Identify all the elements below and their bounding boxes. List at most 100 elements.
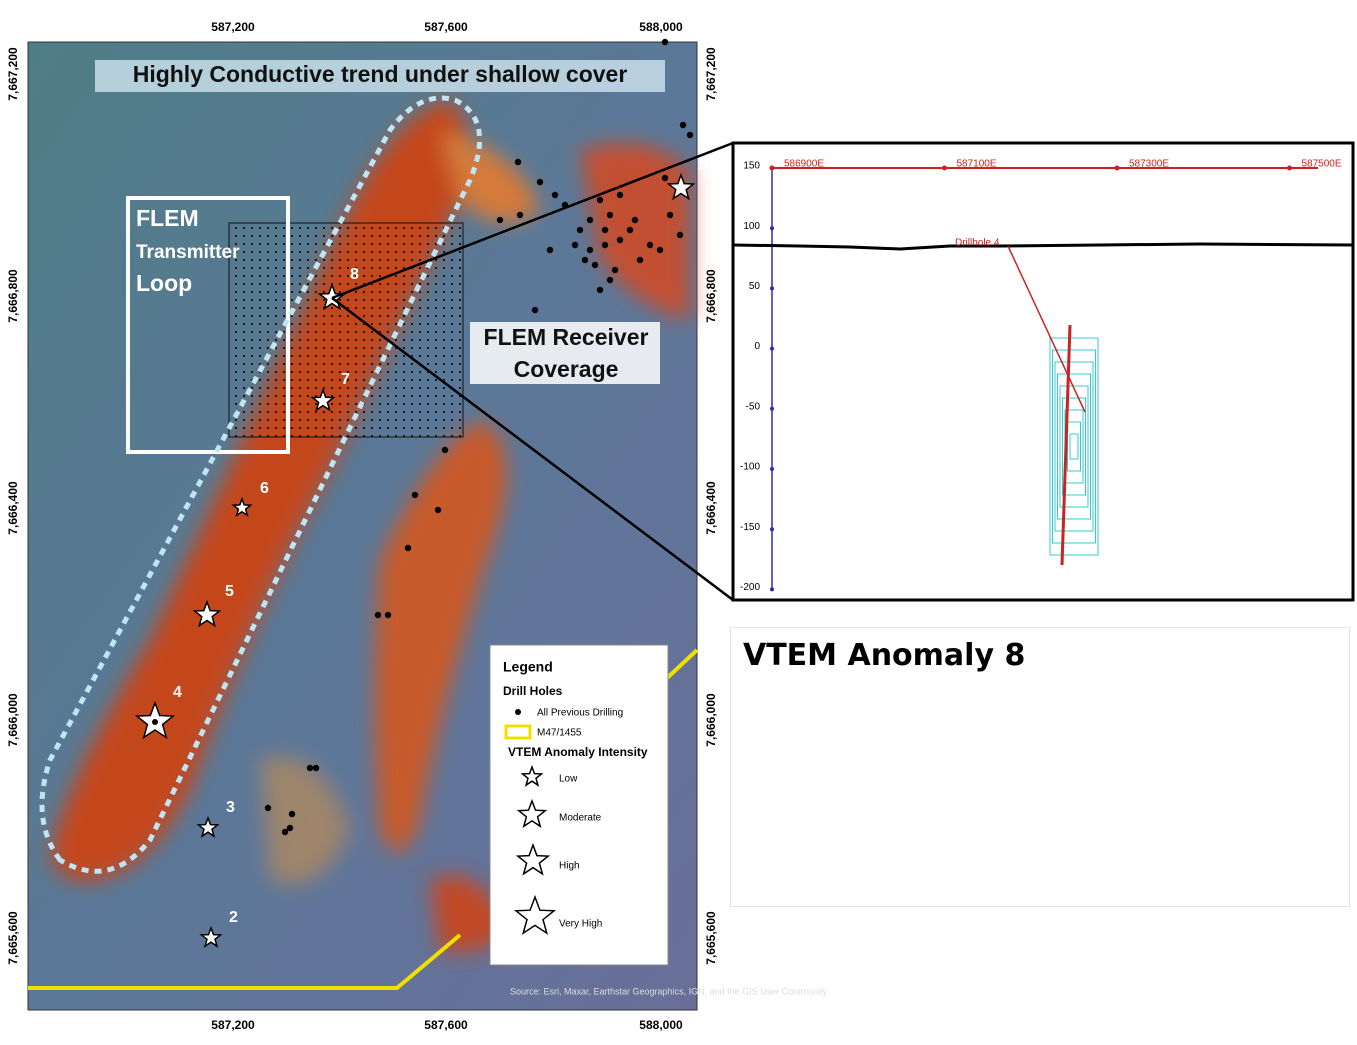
drill-hole	[586, 216, 594, 224]
legend-item: M47/1455	[537, 728, 582, 739]
anomaly-label: 2	[229, 909, 238, 926]
panel-heading: VTEM Anomaly 8	[743, 638, 1026, 673]
easting-label: 587100E	[957, 159, 997, 170]
drill-hole	[661, 38, 669, 46]
anomaly-star	[196, 815, 220, 838]
depth-label: 100	[743, 221, 760, 232]
legend: Legend Drill Holes All Previous Drilling…	[489, 644, 669, 966]
axis-label: 587,200	[211, 1018, 255, 1032]
easting-label: 586900E	[784, 159, 824, 170]
drill-hole	[591, 261, 599, 269]
drill-hole	[516, 211, 524, 219]
drill-hole	[571, 241, 579, 249]
flem-plate	[1057, 373, 1091, 520]
legend-heading: VTEM Anomaly Intensity	[508, 745, 648, 759]
depth-tick	[770, 406, 774, 411]
drill-hole	[281, 828, 289, 836]
easting-tick	[942, 165, 947, 171]
anomaly-label: 4	[173, 684, 182, 701]
drillhole-label: Drillhole 4	[955, 238, 1000, 249]
drill-hole	[666, 211, 674, 219]
legend-star	[513, 894, 557, 935]
receiver-label: FLEM Receiver	[484, 324, 649, 350]
drill-hole	[411, 491, 419, 499]
axis-label: 587,600	[424, 20, 468, 34]
easting-tick	[769, 165, 775, 171]
axis-label: 7,665,600	[704, 911, 718, 965]
drill-hole	[536, 178, 544, 186]
drill-hole	[646, 241, 654, 249]
depth-label: -200	[740, 582, 760, 593]
drill-hole	[631, 216, 639, 224]
anomaly-star	[192, 599, 222, 628]
axis-label: 7,665,600	[6, 911, 20, 965]
drill-hole	[531, 306, 539, 314]
drill-hole	[374, 611, 382, 619]
drill-hole	[551, 191, 559, 199]
legend-star	[520, 764, 544, 787]
axis-label: 7,666,000	[6, 693, 20, 747]
axis-label: 588,000	[639, 20, 683, 34]
depth-label: 150	[743, 161, 760, 172]
drill-hole	[306, 764, 314, 772]
anomaly-label: 9	[699, 156, 708, 173]
axis-label: 7,666,400	[704, 481, 718, 535]
easting-tick	[1287, 165, 1292, 171]
drill-hole	[434, 506, 442, 514]
transmitter-label: FLEM	[136, 205, 199, 231]
axis-label: 7,667,200	[6, 47, 20, 101]
legend-star	[515, 842, 551, 876]
section: 150 100 50 0 -50 -100 -150 -200 586900E 587100E 58…	[731, 141, 1355, 602]
flem-plate	[1059, 385, 1089, 508]
drill-hole	[676, 231, 684, 239]
depth-tick	[770, 346, 774, 351]
anomaly-star	[310, 387, 336, 412]
depth-label: -100	[740, 462, 760, 473]
anomaly-label: 5	[225, 583, 234, 600]
flem-plate	[1062, 397, 1086, 496]
depth-label: 50	[749, 281, 761, 292]
drill-hole	[606, 276, 614, 284]
drill-hole	[656, 246, 664, 254]
axis-label: 7,666,800	[6, 269, 20, 323]
axis-label: 588,000	[639, 1018, 683, 1032]
depth-label: -150	[740, 522, 760, 533]
easting-tick	[1114, 165, 1120, 171]
legend-title: Legend	[503, 659, 553, 675]
banner: Highly Conductive trend under shallow co…	[133, 61, 628, 87]
drill-hole	[586, 246, 594, 254]
drill-hole	[686, 131, 694, 139]
axis-label: 7,666,800	[704, 269, 718, 323]
anomaly-star	[666, 172, 696, 201]
drill-hole	[404, 544, 412, 552]
flem-plate	[1054, 361, 1094, 532]
anomaly-label: 6	[260, 480, 269, 497]
flem-plate	[1069, 433, 1079, 460]
depth-tick	[770, 587, 774, 592]
axis-label: 7,666,000	[704, 693, 718, 747]
text-panel: VTEM Anomaly 8	[730, 627, 1350, 907]
drill-hole	[679, 121, 687, 129]
legend-item: All Previous Drilling	[537, 708, 623, 719]
legend-item: Moderate	[559, 813, 602, 824]
axis-label: 7,666,400	[6, 481, 20, 535]
axis-label: 587,200	[211, 20, 255, 34]
drill-hole	[286, 824, 294, 832]
flem-plate	[1049, 337, 1099, 556]
drill-hole	[514, 158, 522, 166]
drill-hole	[546, 246, 554, 254]
depth-tick	[770, 527, 774, 532]
drill-hole	[626, 226, 634, 234]
legend-item: Low	[559, 774, 578, 785]
legend-item: Very High	[559, 919, 602, 930]
anomaly-label: 8	[350, 266, 359, 283]
depth-tick	[770, 467, 774, 471]
drill-hole	[601, 241, 609, 249]
depth-label: -50	[746, 401, 761, 412]
drill-hole	[441, 446, 449, 454]
flem-plate	[1052, 349, 1096, 544]
drill-hole	[288, 810, 296, 818]
anomaly-label: 7	[341, 371, 350, 388]
